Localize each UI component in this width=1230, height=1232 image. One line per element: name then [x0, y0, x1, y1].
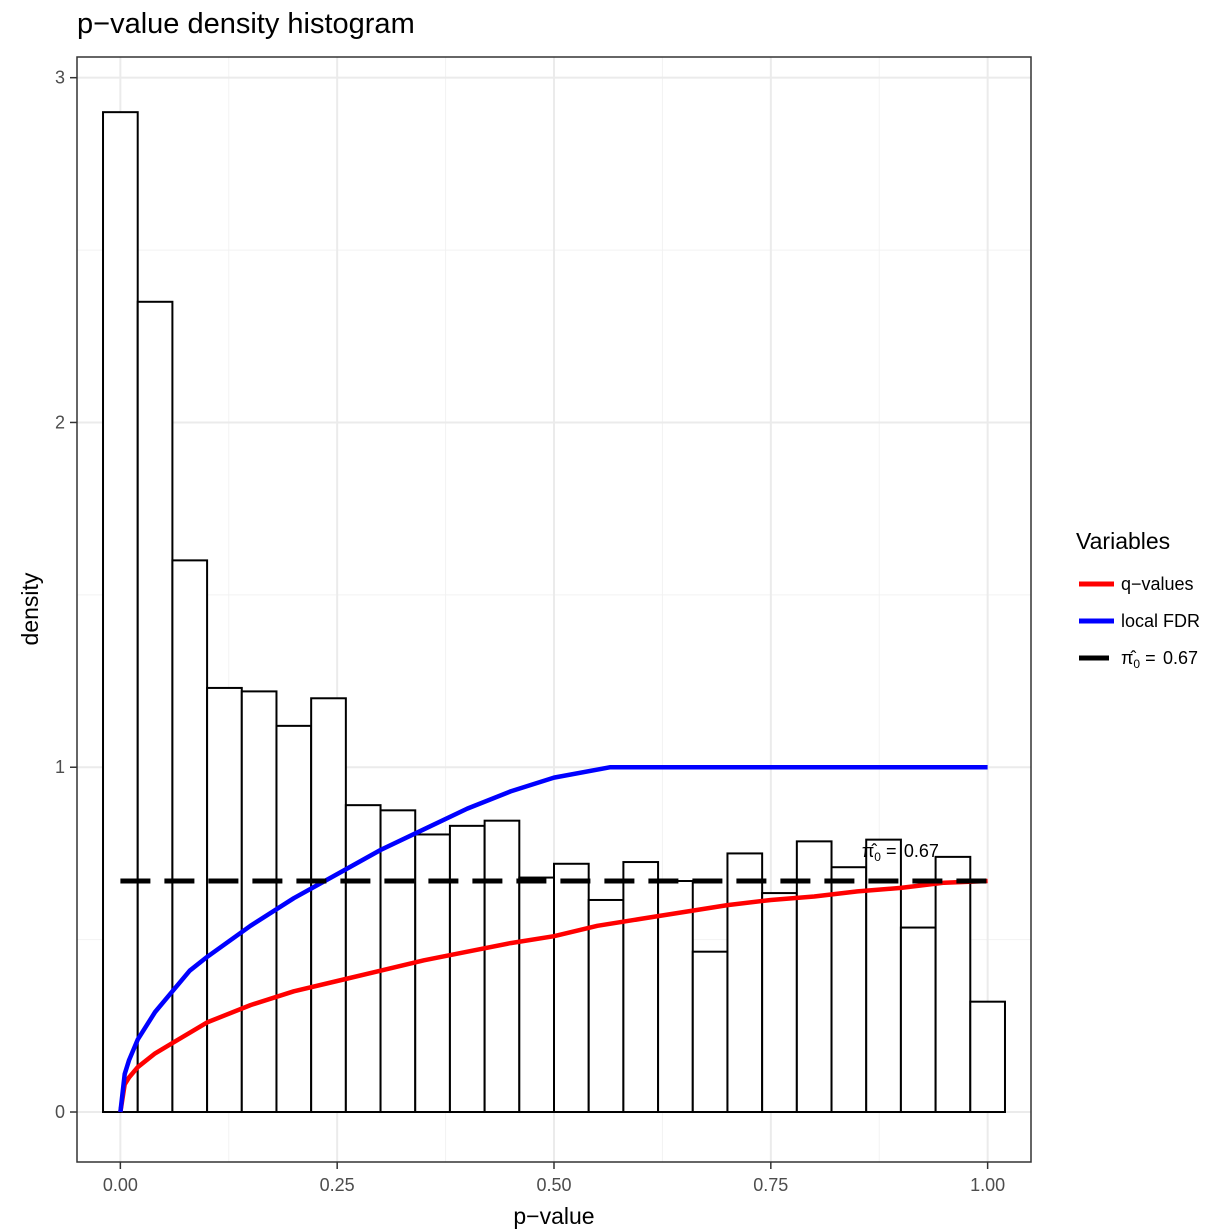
legend-pi0-symbol: π̂0 =: [1121, 648, 1156, 671]
histogram-bar: [206, 686, 243, 1114]
x-tick-label: 0.50: [536, 1175, 571, 1195]
histogram-bar: [622, 861, 660, 1114]
histogram-bar: [587, 898, 625, 1114]
series-lines: [118, 764, 988, 1113]
legend-title: Variables: [1076, 528, 1170, 554]
histogram-bars: [102, 111, 1006, 1114]
histogram-bar: [553, 862, 590, 1114]
series-line-0: [118, 878, 988, 1113]
histogram-bar: [865, 838, 902, 1114]
legend-items: q−values local FDR π̂0 = 0.67: [1079, 574, 1200, 671]
histogram-bar: [136, 300, 174, 1114]
histogram-bar: [761, 892, 798, 1114]
x-tick-label: 0.25: [320, 1175, 355, 1195]
series-line-1: [118, 764, 988, 1113]
x-tick-label: 0.00: [103, 1175, 138, 1195]
histogram-bar: [310, 697, 347, 1114]
legend: Variables q−values local FDR π̂0 = 0.67: [1076, 528, 1200, 671]
histogram-bar: [448, 824, 486, 1114]
legend-label: local FDR: [1121, 611, 1200, 631]
pi0-annotation-symbol: π̂0 =: [862, 841, 897, 864]
chart-title: p−value density histogram: [77, 8, 415, 40]
histogram-bar: [344, 804, 382, 1114]
histogram-bar: [795, 840, 833, 1114]
histogram-bar: [969, 1000, 1006, 1114]
y-axis-title: density: [17, 572, 43, 645]
legend-label: 0.67: [1163, 648, 1198, 668]
histogram-bar: [726, 852, 764, 1114]
histogram-bar: [240, 690, 278, 1114]
histogram-bar: [483, 819, 521, 1114]
histogram-bar: [518, 876, 555, 1114]
histogram-bar: [830, 866, 868, 1114]
histogram-bar: [934, 855, 972, 1114]
histogram-bar: [414, 833, 451, 1114]
x-axis-title: p−value: [513, 1203, 594, 1229]
y-axis-ticks: 0 1 2 3: [55, 68, 77, 1122]
y-tick-label: 0: [55, 1102, 65, 1122]
histogram-bar: [102, 111, 139, 1114]
x-tick-label: 1.00: [970, 1175, 1005, 1195]
x-axis-ticks: 0.00 0.25 0.50 0.75 1.00: [103, 1162, 1005, 1195]
histogram-bar: [275, 724, 313, 1114]
pi0-annotation-value: 0.67: [904, 841, 939, 861]
y-tick-label: 3: [55, 68, 65, 88]
histogram-bar: [379, 809, 417, 1114]
x-tick-label: 0.75: [753, 1175, 788, 1195]
y-tick-label: 1: [55, 757, 65, 777]
y-tick-label: 2: [55, 412, 65, 432]
histogram-bar: [171, 559, 209, 1114]
legend-label: q−values: [1121, 574, 1194, 594]
histogram-bar: [691, 950, 729, 1114]
pi0-annotation: π̂0 = 0.67: [862, 841, 939, 864]
histogram-bar: [899, 926, 937, 1114]
